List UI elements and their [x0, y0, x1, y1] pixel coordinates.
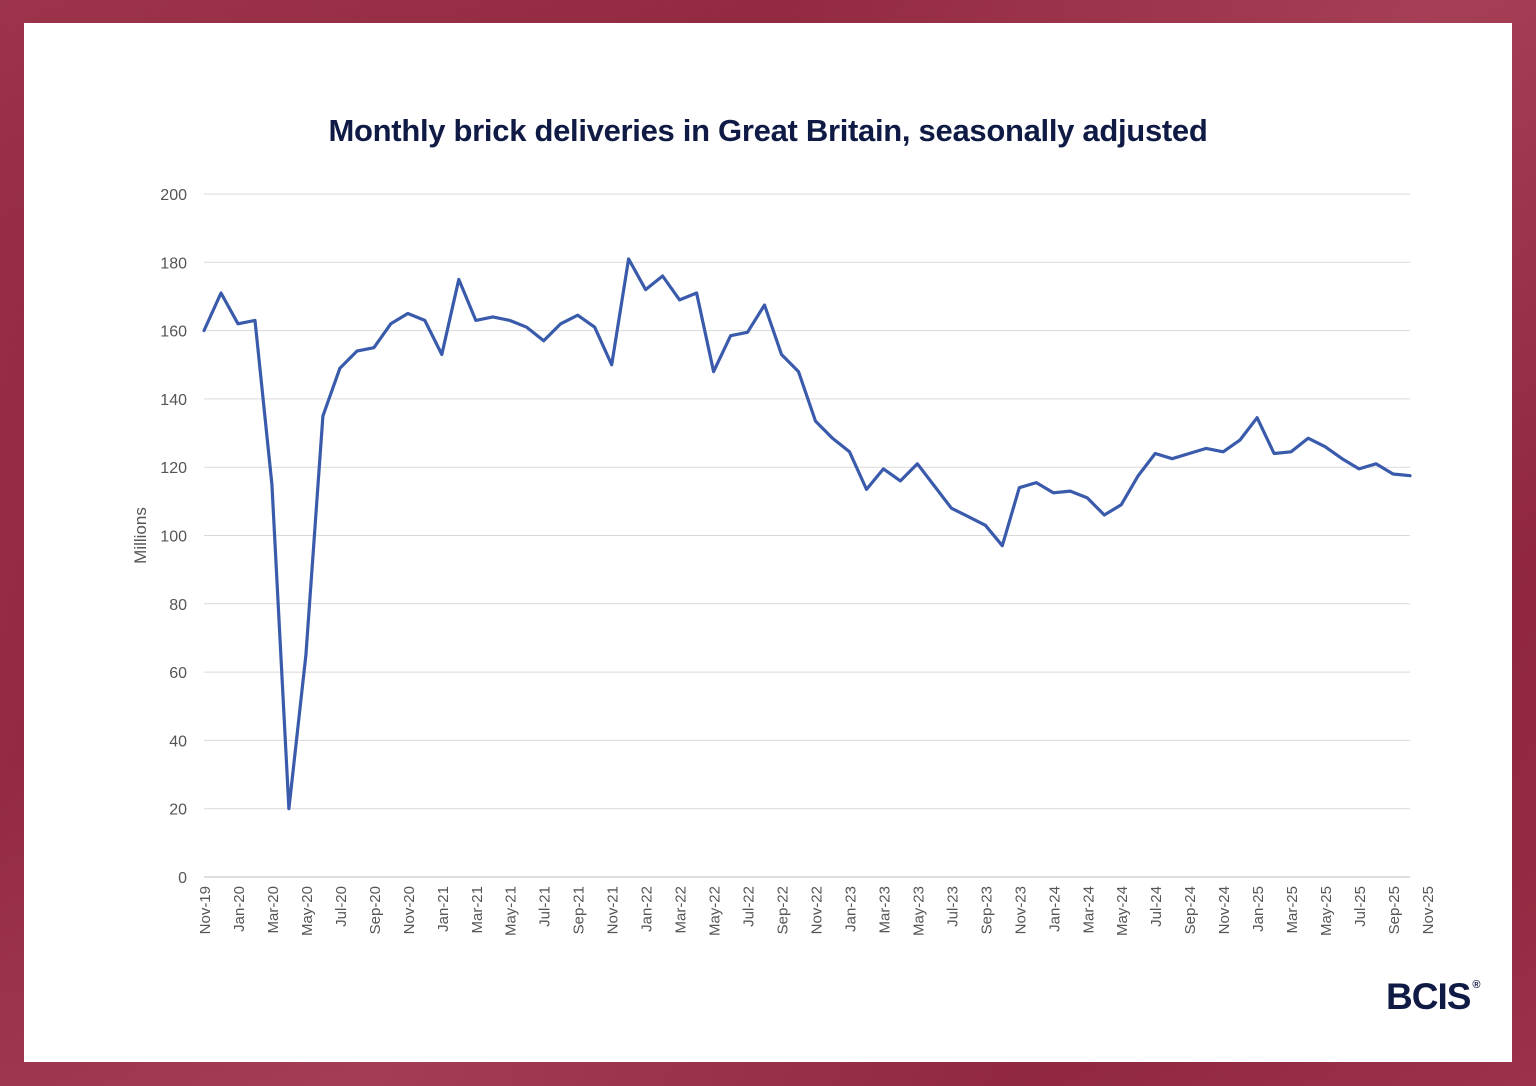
x-tick-label: Jul-24	[1148, 886, 1165, 927]
x-tick-label: Sep-22	[775, 886, 792, 934]
y-tick-label: 60	[169, 665, 187, 682]
x-tick-label: Nov-25	[1420, 886, 1437, 934]
x-tick-label: Jan-25	[1250, 886, 1267, 932]
y-tick-label: 0	[178, 870, 187, 887]
registered-mark: ®	[1472, 978, 1481, 991]
x-tick-label: Mar-21	[469, 886, 486, 934]
x-tick-label: May-24	[1114, 886, 1131, 936]
x-tick-label: Jul-21	[537, 886, 554, 927]
x-tick-label: Mar-23	[876, 886, 893, 934]
y-axis-ticks: 0 20 40 60 80 100 120 140 160 180 200	[160, 187, 187, 887]
series-line-brick-deliveries	[202, 257, 1412, 811]
x-tick-label: Jan-24	[1046, 886, 1063, 932]
x-tick-label: May-23	[910, 886, 927, 936]
bcis-logo: BCIS ®	[1386, 976, 1481, 1018]
y-tick-label: 80	[169, 597, 187, 614]
y-tick-label: 20	[169, 802, 187, 819]
y-tick-label: 200	[160, 187, 187, 204]
x-tick-label: Sep-23	[978, 886, 995, 934]
x-tick-label: Jul-22	[741, 886, 758, 927]
x-tick-label: Mar-22	[673, 886, 690, 934]
x-tick-label: May-21	[503, 886, 520, 936]
x-tick-label: May-25	[1318, 886, 1335, 936]
x-tick-label: Nov-24	[1216, 886, 1233, 934]
x-tick-label: Jul-20	[333, 886, 350, 927]
x-tick-label: Mar-20	[265, 886, 282, 934]
x-tick-label: Nov-23	[1012, 886, 1029, 934]
x-tick-label: Nov-21	[605, 886, 622, 934]
x-tick-label: Mar-24	[1080, 886, 1097, 934]
x-tick-label: Sep-21	[571, 886, 588, 934]
x-tick-label: Nov-19	[197, 886, 214, 934]
x-tick-label: Jul-23	[944, 886, 961, 927]
x-tick-label: Sep-24	[1182, 886, 1199, 934]
y-tick-label: 120	[160, 460, 187, 477]
x-tick-label: Nov-22	[808, 886, 825, 934]
x-tick-label: Jan-23	[842, 886, 859, 932]
x-tick-label: May-20	[299, 886, 316, 936]
x-tick-label: May-22	[707, 886, 724, 936]
chart-title: Monthly brick deliveries in Great Britai…	[328, 113, 1208, 148]
x-tick-label: Mar-25	[1284, 886, 1301, 934]
x-tick-label: Jan-20	[231, 886, 248, 932]
y-tick-label: 40	[169, 733, 187, 750]
x-axis-ticks: Nov-19 Jan-20 Mar-20 May-20 Jul-20 Sep-20 Nov-…	[197, 886, 1437, 936]
x-tick-label: Sep-20	[367, 886, 384, 934]
y-tick-label: 140	[160, 392, 187, 409]
x-tick-label: Jan-22	[639, 886, 656, 932]
x-tick-label: Jan-21	[435, 886, 452, 932]
chart-card	[24, 23, 1512, 1062]
logo-text: BCIS	[1386, 976, 1471, 1017]
y-tick-label: 160	[160, 324, 187, 341]
gridlines	[204, 193, 1410, 878]
x-tick-label: Sep-25	[1386, 886, 1403, 934]
y-axis-label: Millions	[131, 507, 150, 564]
x-tick-label: Nov-20	[401, 886, 418, 934]
x-tick-label: Jul-25	[1352, 886, 1369, 927]
y-tick-label: 100	[160, 529, 187, 546]
y-tick-label: 180	[160, 255, 187, 272]
